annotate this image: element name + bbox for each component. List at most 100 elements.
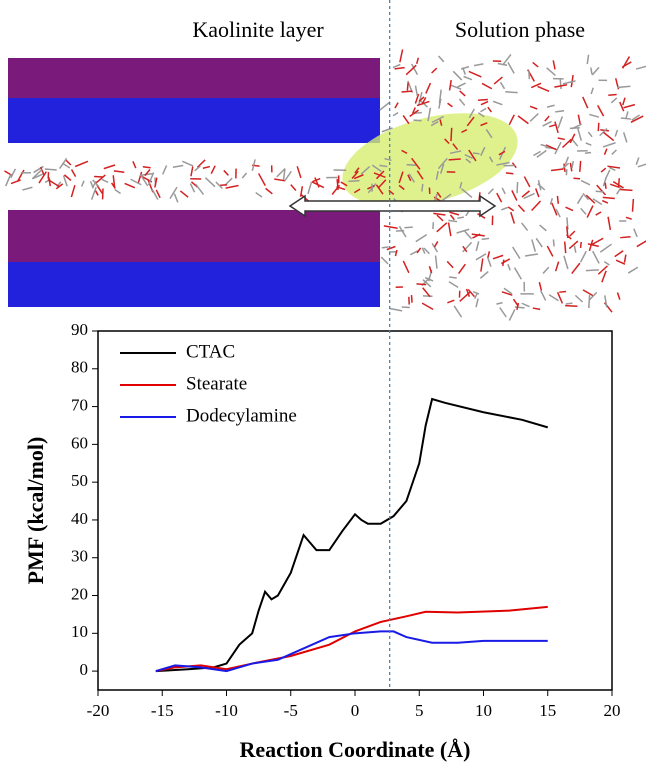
molecule-stick xyxy=(521,190,530,198)
molecule-stick xyxy=(557,116,564,129)
molecule-stick xyxy=(422,279,432,288)
molecule-stick xyxy=(516,181,519,194)
molecule-stick xyxy=(416,170,424,180)
molecule-stick xyxy=(434,255,438,269)
molecule-stick xyxy=(579,160,582,172)
molecule-stick xyxy=(580,207,587,215)
molecule-stick xyxy=(415,57,420,64)
double-arrow xyxy=(288,194,497,218)
molecule-stick xyxy=(169,186,178,200)
molecule-stick xyxy=(428,266,433,274)
molecule-stick xyxy=(617,178,621,187)
molecule-stick xyxy=(533,150,541,157)
molecule-stick xyxy=(414,93,420,104)
x-tick-label: -5 xyxy=(284,701,298,720)
image-label: Solution phase xyxy=(455,17,585,42)
molecule-stick xyxy=(505,91,518,94)
molecule-stick xyxy=(502,259,505,267)
molecule-stick xyxy=(112,175,116,188)
molecule-stick xyxy=(210,165,216,174)
molecule-stick xyxy=(555,110,565,113)
molecule-stick xyxy=(530,82,542,89)
molecule-stick xyxy=(633,228,638,238)
molecule-stick xyxy=(480,122,488,127)
molecule-stick xyxy=(556,195,560,204)
molecule-stick xyxy=(450,127,453,142)
x-tick-label: 10 xyxy=(475,701,492,720)
molecule-stick xyxy=(151,188,159,200)
molecule-stick xyxy=(601,199,609,204)
molecule-stick xyxy=(616,292,621,300)
molecule-stick xyxy=(507,206,515,212)
molecule-stick xyxy=(142,165,151,169)
molecule-stick xyxy=(585,269,599,272)
molecule-stick xyxy=(557,137,565,141)
x-tick-label: 5 xyxy=(415,701,424,720)
molecule-stick xyxy=(554,121,559,134)
molecule-stick xyxy=(94,175,103,178)
y-tick-label: 80 xyxy=(71,358,88,377)
molecule-stick xyxy=(511,190,518,201)
molecule-stick xyxy=(154,177,158,188)
molecule-stick xyxy=(540,143,548,148)
molecule-stick xyxy=(548,294,559,302)
kaolinite-tetrahedral-bottom xyxy=(8,262,380,307)
molecule-stick xyxy=(351,170,359,179)
molecule-stick xyxy=(488,156,494,163)
molecule-stick xyxy=(381,127,393,133)
molecule-stick xyxy=(371,164,382,173)
molecule-stick xyxy=(70,169,77,177)
legend-label: CTAC xyxy=(186,341,235,362)
molecule-stick xyxy=(274,178,286,182)
molecule-stick xyxy=(563,255,569,270)
molecule-stick xyxy=(468,70,482,78)
x-tick-label: -20 xyxy=(87,701,110,720)
molecule-stick xyxy=(603,261,610,266)
molecule-stick xyxy=(431,115,444,124)
molecule-stick xyxy=(582,96,589,109)
molecule-stick xyxy=(565,302,573,305)
molecule-stick xyxy=(409,109,419,117)
molecule-stick xyxy=(590,237,604,246)
molecule-stick xyxy=(155,189,161,199)
molecule-stick xyxy=(571,262,581,275)
molecule-stick xyxy=(579,241,583,249)
molecule-stick xyxy=(415,234,428,243)
molecule-stick xyxy=(389,307,403,312)
molecule-stick xyxy=(114,188,121,195)
molecule-stick xyxy=(124,182,136,189)
molecule-stick xyxy=(481,82,493,90)
molecule-stick xyxy=(475,253,487,261)
molecule-stick xyxy=(130,178,142,186)
molecule-stick xyxy=(449,214,455,221)
molecule-stick xyxy=(592,198,603,206)
molecule-stick xyxy=(566,226,569,239)
molecule-stick xyxy=(90,186,97,200)
molecule-stick xyxy=(631,198,635,212)
molecule-stick xyxy=(307,181,313,195)
molecule-stick xyxy=(588,294,591,309)
molecule-stick xyxy=(552,239,555,247)
molecule-stick xyxy=(173,193,179,203)
molecule-stick xyxy=(542,266,550,274)
molecule-stick xyxy=(545,144,558,151)
molecule-stick xyxy=(609,183,620,189)
molecule-stick xyxy=(486,256,492,267)
molecule-stick xyxy=(480,258,484,272)
molecule-stick xyxy=(394,102,399,109)
molecule-stick xyxy=(496,161,510,166)
molecule-stick xyxy=(409,249,419,256)
molecule-stick xyxy=(562,80,576,85)
molecule-stick xyxy=(424,276,434,282)
molecule-stick xyxy=(568,240,579,250)
molecule-stick xyxy=(477,98,488,102)
molecule-stick xyxy=(437,157,448,170)
molecule-stick xyxy=(480,107,487,113)
molecule-stick xyxy=(447,299,455,304)
molecule-stick xyxy=(194,165,201,172)
molecule-stick xyxy=(353,188,361,194)
y-tick-label: 60 xyxy=(71,433,88,452)
molecule-stick xyxy=(537,180,542,191)
molecule-stick xyxy=(464,154,473,160)
molecule-stick xyxy=(398,171,404,184)
